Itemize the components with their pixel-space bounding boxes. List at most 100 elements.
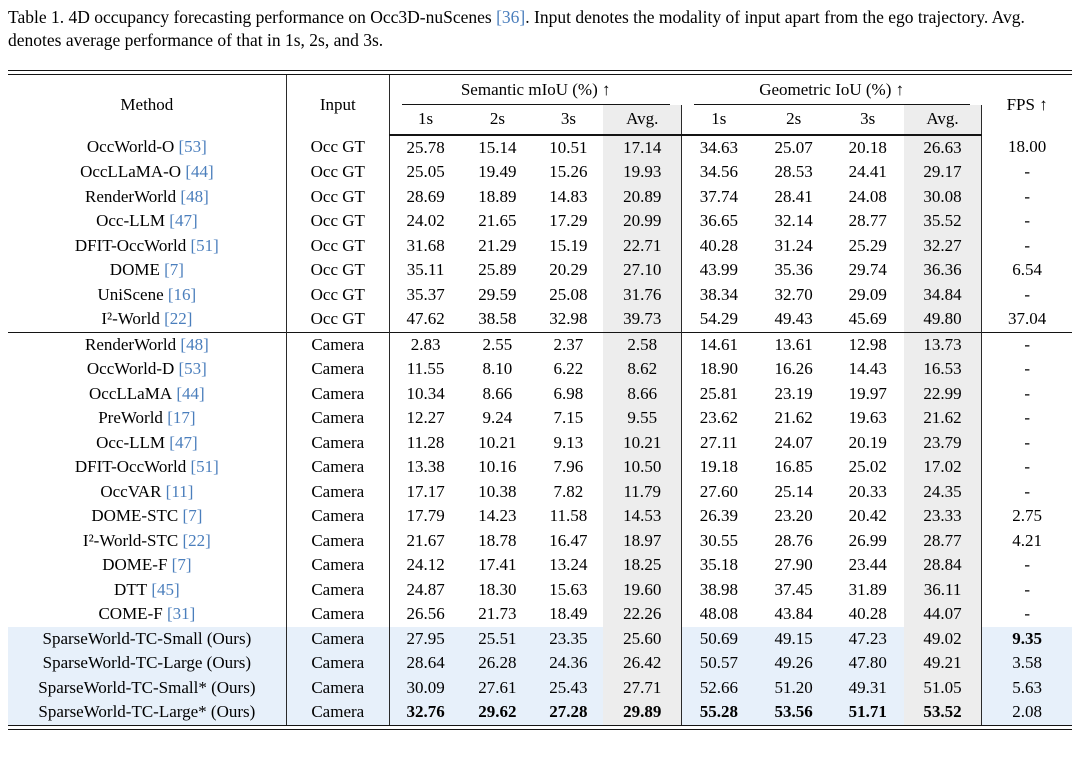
value-cell: 27.61 xyxy=(461,675,534,701)
citation-link[interactable]: [22] xyxy=(159,309,193,329)
value-cell: 13.24 xyxy=(549,555,588,575)
citation-link[interactable]: [44] xyxy=(172,383,205,403)
method-cell: RenderWorld [48] xyxy=(8,184,287,210)
citation-link[interactable]: [51] xyxy=(186,235,219,255)
method-cell: DOME [7] xyxy=(8,258,287,283)
method-cell: DOME-F [7] xyxy=(8,553,287,578)
value-cell: 26.42 xyxy=(603,651,683,676)
value-cell: 51.05 xyxy=(903,675,983,701)
value-cell: 24.07 xyxy=(774,432,813,452)
value-cell: 14.53 xyxy=(603,504,683,529)
citation-link[interactable]: [36] xyxy=(496,7,526,27)
header-input: Input xyxy=(286,74,390,135)
value-cell: 20.99 xyxy=(603,209,683,234)
input-cell: Camera xyxy=(286,553,390,578)
value-cell: 27.71 xyxy=(603,675,683,701)
value-cell: 30.09 xyxy=(389,675,462,701)
value-cell: 27.11 xyxy=(700,432,738,452)
value-cell: 28.77 xyxy=(848,211,887,231)
table-row: DTT [45] Camera 24.87 18.30 15.63 19.60 38.98 3… xyxy=(8,577,1072,603)
value-cell: 25.08 xyxy=(549,284,588,304)
value-cell: 34.63 xyxy=(699,137,738,157)
value-cell: 2.37 xyxy=(533,331,604,358)
value-cell: 35.37 xyxy=(406,284,445,304)
input-cell: Occ GT xyxy=(286,160,390,185)
value-cell: 34.56 xyxy=(699,162,738,182)
value-cell: 30.55 xyxy=(699,530,738,550)
citation-link[interactable]: [47] xyxy=(165,211,198,231)
value-cell: 29.09 xyxy=(848,284,887,304)
value-cell: 21.62 xyxy=(774,408,813,428)
fps-cell: - xyxy=(1024,359,1030,379)
value-cell: 20.29 xyxy=(549,260,588,280)
method-cell: OccVAR [11] xyxy=(8,479,287,505)
citation-link[interactable]: [48] xyxy=(176,334,209,354)
value-cell: 49.31 xyxy=(831,675,904,701)
value-cell: 15.19 xyxy=(549,235,588,255)
value-cell: 9.13 xyxy=(553,432,584,452)
citation-link[interactable]: [53] xyxy=(174,359,207,379)
citation-link[interactable]: [7] xyxy=(178,506,203,526)
citation-link[interactable]: [22] xyxy=(178,530,211,550)
value-cell: 36.65 xyxy=(699,211,738,231)
citation-link[interactable]: [16] xyxy=(163,284,197,304)
value-cell: 26.56 xyxy=(406,604,445,624)
value-cell: 25.60 xyxy=(603,626,683,652)
citation-link[interactable]: [7] xyxy=(159,260,184,280)
citation-link[interactable]: [48] xyxy=(176,186,209,206)
value-cell: 24.02 xyxy=(406,211,445,231)
citation-link[interactable]: [53] xyxy=(174,137,207,157)
value-cell: 35.36 xyxy=(774,260,813,280)
header-sem-3s: 3s xyxy=(533,104,604,136)
citation-link[interactable]: [47] xyxy=(165,432,198,452)
camera-block: RenderWorld [48] Camera 2.83 2.55 2.37 2.58 14… xyxy=(8,331,1072,725)
citation-link[interactable]: [11] xyxy=(161,481,194,501)
citation-link[interactable]: [31] xyxy=(162,604,196,624)
value-cell: 25.02 xyxy=(848,457,887,477)
value-cell: 49.26 xyxy=(755,651,832,676)
input-cell: Camera xyxy=(286,504,390,529)
value-cell: 20.42 xyxy=(848,506,887,526)
value-cell: 34.84 xyxy=(903,282,983,308)
value-cell: 9.24 xyxy=(482,408,513,428)
method-cell: I²-World-STC [22] xyxy=(8,528,287,554)
input-cell: Camera xyxy=(286,357,390,382)
fps-cell: - xyxy=(1024,432,1030,452)
citation-link[interactable]: [7] xyxy=(167,555,192,575)
table-caption: Table 1. 4D occupancy forecasting perfor… xyxy=(8,6,1070,53)
citation-link[interactable]: [51] xyxy=(186,457,219,477)
value-cell: 27.90 xyxy=(774,555,813,575)
value-cell: 35.18 xyxy=(699,555,738,575)
value-cell: 17.41 xyxy=(478,555,517,575)
value-cell: 17.14 xyxy=(603,134,683,161)
table-row: PreWorld [17] Camera 12.27 9.24 7.15 9.55 23.6… xyxy=(8,406,1072,431)
method-cell: DOME-STC [7] xyxy=(8,504,287,529)
value-cell: 45.69 xyxy=(848,309,887,329)
input-cell: Occ GT xyxy=(286,307,390,333)
value-cell: 29.17 xyxy=(903,160,983,185)
value-cell: 23.19 xyxy=(774,383,813,403)
header-geo-2s: 2s xyxy=(755,104,832,136)
value-cell: 18.25 xyxy=(603,553,683,578)
header-semantic-group: Semantic mIoU (%) ↑ xyxy=(389,75,681,105)
fps-cell: - xyxy=(1024,579,1030,599)
value-cell: 7.82 xyxy=(553,481,584,501)
value-cell: 24.87 xyxy=(406,579,445,599)
value-cell: 23.79 xyxy=(903,430,983,456)
value-cell: 19.97 xyxy=(848,383,887,403)
citation-link[interactable]: [44] xyxy=(181,162,214,182)
value-cell: 50.69 xyxy=(681,626,756,652)
citation-link[interactable]: [17] xyxy=(162,408,196,428)
citation-link[interactable]: [45] xyxy=(147,579,180,599)
table-bottom-rule xyxy=(8,724,1072,730)
value-cell: 12.98 xyxy=(831,331,904,358)
value-cell: 35.52 xyxy=(903,209,983,234)
input-cell: Camera xyxy=(286,455,390,480)
table-row: OccLLaMA [44] Camera 10.34 8.66 6.98 8.66 25.8… xyxy=(8,381,1072,407)
table-row: DOME-F [7] Camera 24.12 17.41 13.24 18.25 35.1… xyxy=(8,553,1072,578)
value-cell: 28.76 xyxy=(774,530,813,550)
value-cell: 13.38 xyxy=(406,457,445,477)
value-cell: 12.27 xyxy=(406,408,445,428)
header-geo-3s: 3s xyxy=(831,104,904,136)
value-cell: 6.22 xyxy=(553,359,584,379)
